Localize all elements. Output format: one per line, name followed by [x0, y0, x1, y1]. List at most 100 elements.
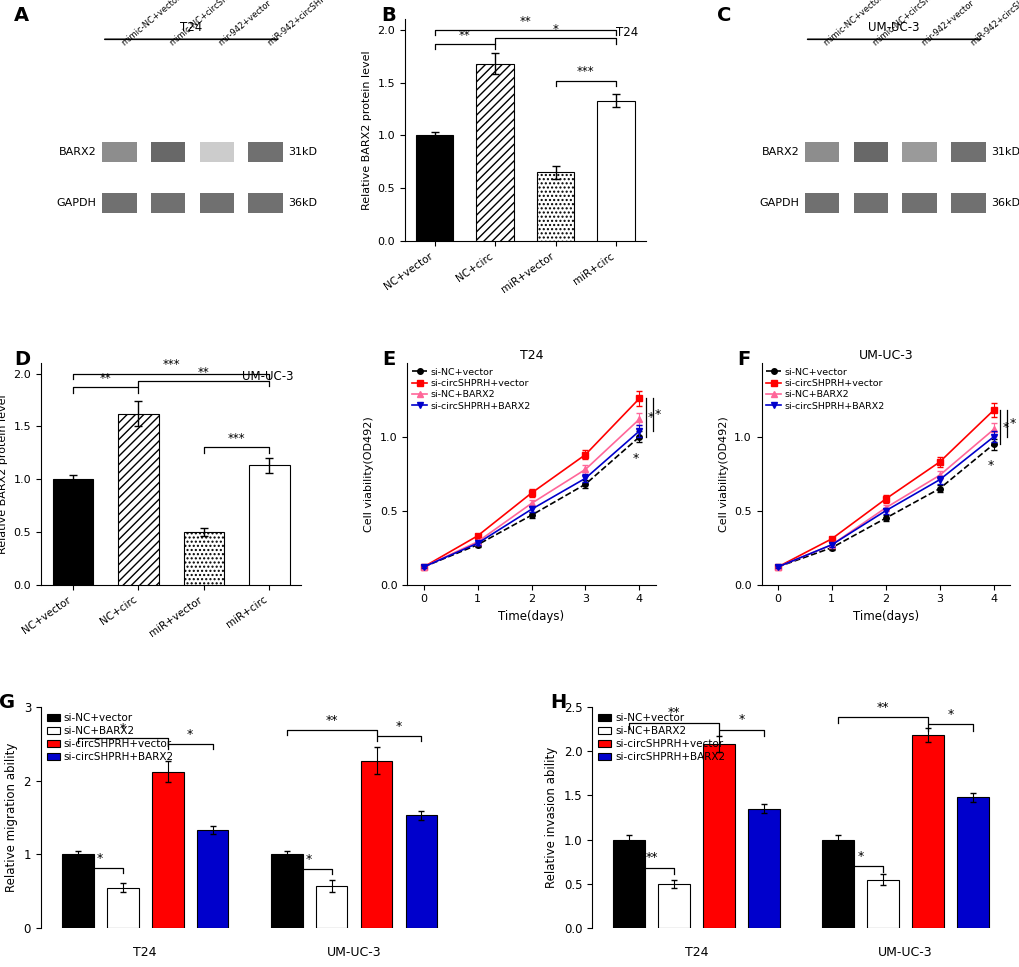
Text: ***: *** [162, 359, 179, 371]
Text: **: ** [459, 28, 470, 42]
Legend: si-NC+vector, si-circSHPRH+vector, si-NC+BARX2, si-circSHPRH+BARX2: si-NC+vector, si-circSHPRH+vector, si-NC… [408, 364, 534, 415]
Text: ***: *** [227, 432, 246, 446]
Text: **: ** [519, 15, 531, 28]
Bar [902, 193, 936, 214]
Text: miR-942+circSHPRH: miR-942+circSHPRH [265, 0, 336, 47]
Text: E: E [382, 350, 395, 368]
Text: 31kD: 31kD [288, 147, 317, 158]
Text: *: * [119, 721, 125, 735]
Bar [821, 839, 853, 928]
Text: mimic-NC+circSHPRH: mimic-NC+circSHPRH [870, 0, 946, 47]
Text: GAPDH: GAPDH [57, 198, 97, 208]
Y-axis label: Relative invasion ability: Relative invasion ability [545, 747, 557, 888]
Text: *: * [738, 713, 744, 726]
Bar [804, 193, 839, 214]
Bar [702, 744, 734, 928]
Text: *: * [1008, 417, 1015, 430]
Text: 31kD: 31kD [990, 147, 1019, 158]
Text: **: ** [100, 372, 111, 385]
Bar [151, 193, 185, 214]
Text: *: * [1002, 421, 1008, 434]
Text: *: * [395, 720, 401, 733]
Text: *: * [306, 853, 312, 866]
Text: mir-942+vector: mir-942+vector [919, 0, 975, 47]
Bar [102, 142, 137, 162]
Y-axis label: Cell viability(OD492): Cell viability(OD492) [364, 416, 374, 532]
Text: *: * [552, 23, 558, 36]
Text: *: * [647, 411, 653, 425]
Y-axis label: Cell viability(OD492): Cell viability(OD492) [718, 416, 728, 532]
Bar [406, 815, 437, 928]
Bar [951, 142, 985, 162]
Text: *: * [947, 708, 953, 720]
Text: 36kD: 36kD [288, 198, 317, 208]
Title: UM-UC-3: UM-UC-3 [858, 349, 912, 362]
Bar [911, 735, 943, 928]
Bar [53, 479, 93, 585]
Text: *: * [97, 852, 103, 864]
Text: B: B [380, 6, 395, 25]
Text: A: A [14, 6, 30, 25]
Text: D: D [14, 350, 31, 368]
Text: T24: T24 [180, 20, 202, 34]
Bar [151, 142, 185, 162]
Bar [118, 414, 159, 585]
Bar [956, 797, 987, 928]
Legend: si-NC+vector, si-circSHPRH+vector, si-NC+BARX2, si-circSHPRH+BARX2: si-NC+vector, si-circSHPRH+vector, si-NC… [762, 364, 888, 415]
Text: GAPDH: GAPDH [759, 198, 799, 208]
Bar [476, 64, 514, 241]
Bar [612, 839, 644, 928]
Text: *: * [186, 727, 193, 741]
Bar [536, 172, 574, 241]
Y-axis label: Relative migration ability: Relative migration ability [5, 743, 18, 893]
Bar [62, 855, 94, 928]
Bar [657, 884, 689, 928]
Legend: si-NC+vector, si-NC+BARX2, si-circSHPRH+vector, si-circSHPRH+BARX2: si-NC+vector, si-NC+BARX2, si-circSHPRH+… [43, 709, 178, 767]
Text: T24: T24 [684, 946, 707, 959]
Text: C: C [716, 6, 731, 25]
Bar [597, 101, 634, 241]
Text: BARX2: BARX2 [761, 147, 799, 158]
Bar [866, 880, 898, 928]
Text: **: ** [325, 715, 337, 727]
Bar [197, 830, 228, 928]
Text: mimic-NC+circSHPRH: mimic-NC+circSHPRH [168, 0, 244, 47]
Bar [902, 142, 936, 162]
Bar [183, 532, 224, 585]
Text: 36kD: 36kD [990, 198, 1019, 208]
X-axis label: Time(days): Time(days) [498, 610, 564, 623]
Text: *: * [986, 459, 993, 472]
Text: **: ** [198, 366, 210, 379]
Bar [316, 886, 347, 928]
Text: H: H [550, 693, 567, 713]
Text: F: F [736, 350, 749, 368]
Text: G: G [0, 693, 15, 713]
Text: UM-UC-3: UM-UC-3 [867, 20, 919, 34]
Bar [747, 808, 780, 928]
Bar [853, 142, 888, 162]
Bar [152, 772, 183, 928]
Bar [951, 193, 985, 214]
Text: *: * [654, 408, 660, 422]
Text: UM-UC-3: UM-UC-3 [877, 946, 931, 959]
Text: T24: T24 [133, 946, 157, 959]
Text: mimic-NC+vector: mimic-NC+vector [821, 0, 884, 47]
Text: UM-UC-3: UM-UC-3 [326, 946, 381, 959]
Bar [102, 193, 137, 214]
Text: mimic-NC+vector: mimic-NC+vector [119, 0, 182, 47]
Text: **: ** [667, 706, 680, 719]
Text: miR-942+circSHPRH: miR-942+circSHPRH [968, 0, 1019, 47]
Bar [853, 193, 888, 214]
Text: mir-942+vector: mir-942+vector [217, 0, 273, 47]
Title: T24: T24 [520, 349, 543, 362]
Text: T24: T24 [615, 26, 638, 39]
Y-axis label: Relative BARX2 protein level: Relative BARX2 protein level [0, 394, 8, 554]
Text: **: ** [645, 852, 657, 864]
Bar [107, 888, 139, 928]
Legend: si-NC+vector, si-NC+BARX2, si-circSHPRH+vector, si-circSHPRH+BARX2: si-NC+vector, si-NC+BARX2, si-circSHPRH+… [594, 709, 729, 767]
Bar [804, 142, 839, 162]
Y-axis label: Relative BARX2 protein level: Relative BARX2 protein level [362, 50, 372, 210]
Bar [270, 855, 303, 928]
X-axis label: Time(days): Time(days) [852, 610, 918, 623]
Bar [249, 142, 282, 162]
